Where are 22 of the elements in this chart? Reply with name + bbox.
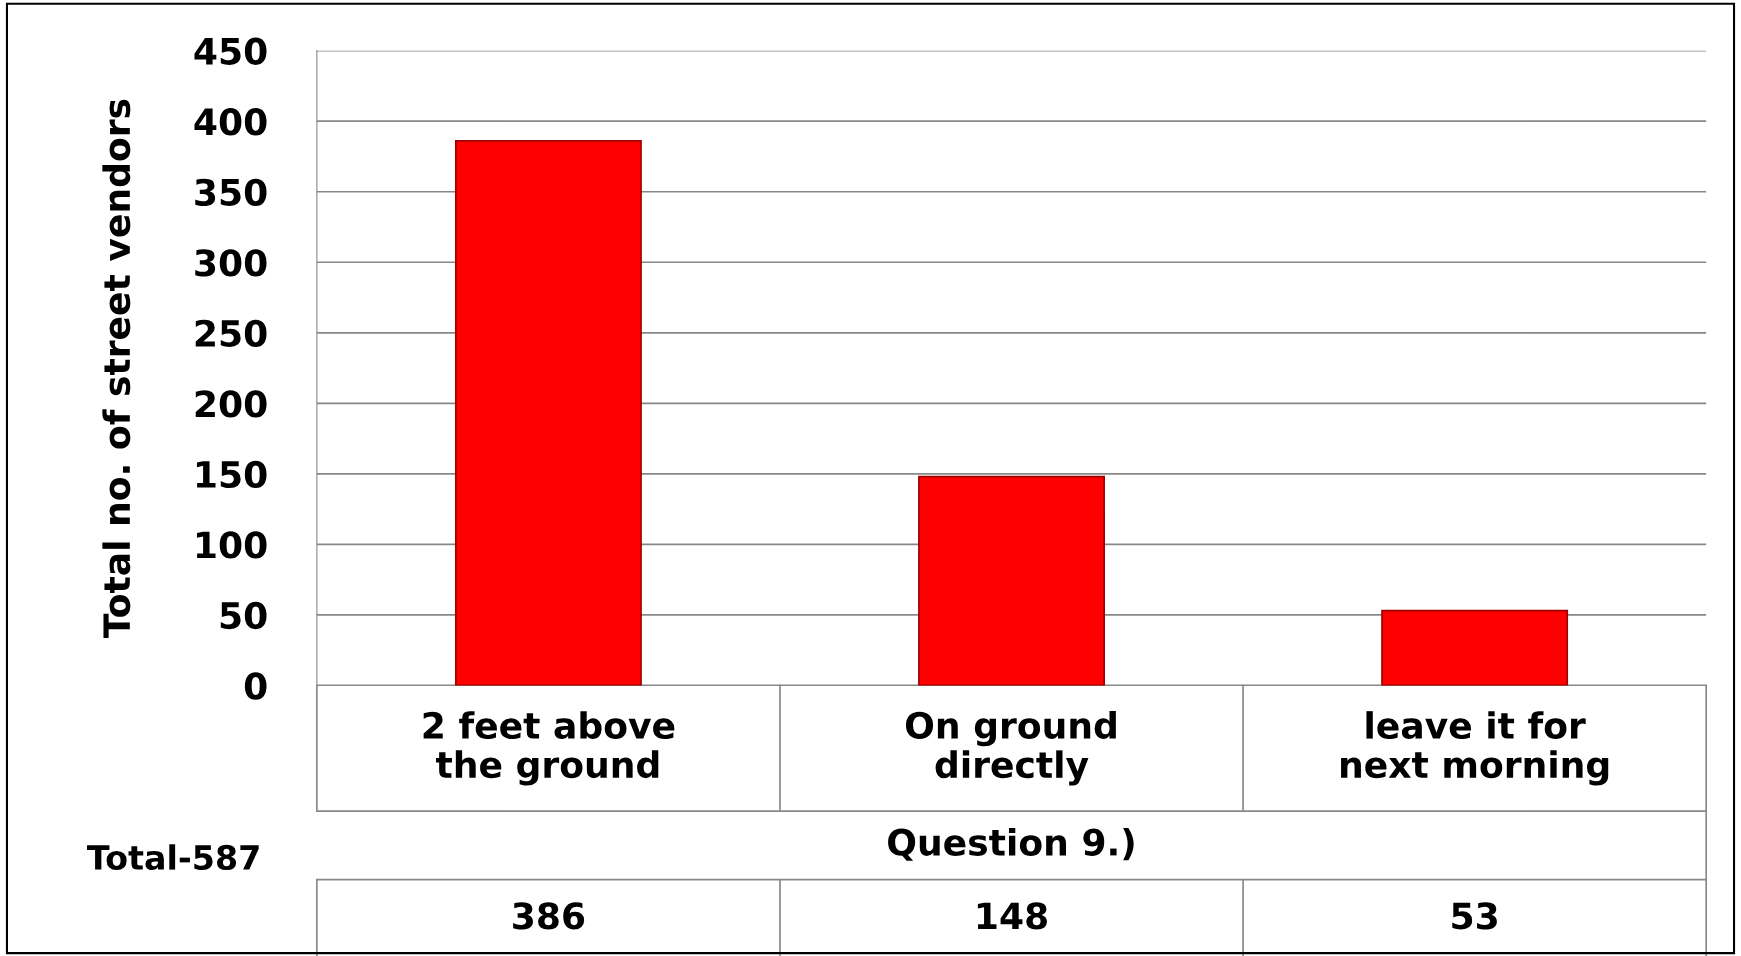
x-axis-title: Question 9.) bbox=[888, 827, 1134, 861]
bar bbox=[1381, 609, 1569, 686]
data-label: 148 bbox=[977, 902, 1047, 930]
data-label: 386 bbox=[513, 902, 585, 930]
bar bbox=[454, 140, 642, 686]
bar bbox=[918, 475, 1105, 686]
y-tick-label: 250 bbox=[195, 319, 267, 348]
y-tick-label: 0 bbox=[244, 672, 267, 700]
y-tick-label: 100 bbox=[196, 531, 267, 559]
y-tick-label: 400 bbox=[194, 108, 267, 136]
y-tick-label: 150 bbox=[196, 460, 267, 489]
text: Total-587 bbox=[87, 844, 259, 871]
y-tick-label: 300 bbox=[195, 249, 267, 277]
data-label: 53 bbox=[1452, 902, 1497, 930]
y-tick-label: 200 bbox=[195, 390, 267, 418]
y-tick-label: 350 bbox=[195, 178, 267, 206]
y-axis-title: Total no. of street vendors bbox=[102, 99, 131, 638]
x-tick-label: On ground directly bbox=[905, 711, 1116, 786]
y-tick-label: 50 bbox=[220, 601, 267, 630]
x-tick-label: leave it for next morning bbox=[1341, 711, 1609, 786]
y-tick-label: 450 bbox=[194, 37, 267, 65]
x-tick-label: 2 feet above the ground bbox=[423, 711, 675, 786]
